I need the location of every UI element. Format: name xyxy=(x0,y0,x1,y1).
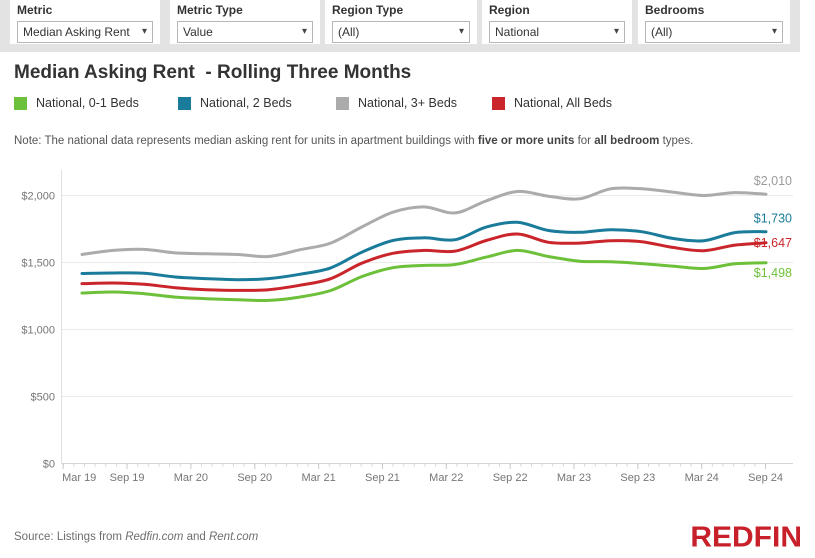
filter-region: Region National xyxy=(482,0,632,44)
legend-label: National, 0-1 Beds xyxy=(36,96,139,110)
filter-metric-select[interactable]: Median Asking Rent xyxy=(17,21,153,43)
filter-region-select[interactable]: National xyxy=(489,21,625,43)
source-note: Source: Listings from Redfin.com and Ren… xyxy=(14,531,259,543)
filter-bedrooms: Bedrooms (All) xyxy=(638,0,790,44)
filter-metric-value: Median Asking Rent xyxy=(23,25,130,39)
svg-text:Mar 21: Mar 21 xyxy=(301,472,335,484)
svg-text:Mar 24: Mar 24 xyxy=(685,472,719,484)
svg-text:$2,000: $2,000 xyxy=(21,191,55,203)
svg-text:Sep 19: Sep 19 xyxy=(110,472,145,484)
page-title: Median Asking Rent - Rolling Three Month… xyxy=(14,62,412,83)
legend-label: National, All Beds xyxy=(514,96,612,110)
redfin-logo: REDFIN xyxy=(690,521,802,554)
svg-text:Sep 21: Sep 21 xyxy=(365,472,400,484)
filter-metric: Metric Median Asking Rent xyxy=(10,0,160,44)
legend-item-3plus-beds[interactable]: National, 3+ Beds xyxy=(336,96,457,110)
filter-region-type: Region Type (All) xyxy=(325,0,477,44)
legend-item-0-1-beds[interactable]: National, 0-1 Beds xyxy=(14,96,139,110)
legend-swatch-blue xyxy=(178,96,191,110)
filter-region-type-label: Region Type xyxy=(332,3,404,17)
chevron-down-icon xyxy=(302,27,307,37)
series-line-national-0-1-beds xyxy=(80,248,768,303)
filter-region-value: National xyxy=(495,25,540,39)
footnote: Note: The national data represents media… xyxy=(14,135,694,147)
end-value-label: $1,498 xyxy=(754,266,792,280)
filter-bedrooms-value: (All) xyxy=(651,25,673,39)
svg-text:Mar 20: Mar 20 xyxy=(174,472,208,484)
chevron-down-icon xyxy=(614,27,619,37)
end-value-label: $2,010 xyxy=(754,174,792,188)
svg-text:Sep 20: Sep 20 xyxy=(237,472,272,484)
svg-text:$1,500: $1,500 xyxy=(21,258,55,270)
filter-region-type-value: (All) xyxy=(338,25,360,39)
svg-text:$500: $500 xyxy=(31,392,55,404)
legend-swatch-green xyxy=(14,96,27,110)
legend-swatch-gray xyxy=(336,96,349,110)
series-line-national-2-beds xyxy=(80,220,768,282)
svg-text:Sep 24: Sep 24 xyxy=(748,472,783,484)
end-value-label: $1,730 xyxy=(754,212,792,226)
end-value-label: $1,647 xyxy=(754,236,792,250)
filter-metric-type: Metric Type Value xyxy=(170,0,320,44)
series-line-national-3-beds xyxy=(80,186,768,259)
filter-region-type-select[interactable]: (All) xyxy=(332,21,470,43)
svg-text:Mar 19: Mar 19 xyxy=(62,472,96,484)
rent-trend-chart: $0 $500 $1,000 $1,500 $2,000 Mar 19 Sep 19 Mar … xyxy=(21,170,793,484)
svg-text:Mar 23: Mar 23 xyxy=(557,472,591,484)
filter-metric-type-label: Metric Type xyxy=(177,3,243,17)
chevron-down-icon xyxy=(459,27,464,37)
filter-metric-type-value: Value xyxy=(183,25,213,39)
chevron-down-icon xyxy=(772,27,777,37)
legend-item-all-beds[interactable]: National, All Beds xyxy=(492,96,612,110)
svg-text:Mar 22: Mar 22 xyxy=(429,472,463,484)
legend-label: National, 2 Beds xyxy=(200,96,292,110)
legend-swatch-red xyxy=(492,96,505,110)
filter-bedrooms-select[interactable]: (All) xyxy=(645,21,783,43)
series-line-national-all-beds xyxy=(80,232,768,292)
filter-metric-label: Metric xyxy=(17,3,53,17)
svg-text:Sep 23: Sep 23 xyxy=(620,472,655,484)
legend-label: National, 3+ Beds xyxy=(358,96,458,110)
svg-text:$1,000: $1,000 xyxy=(21,325,55,337)
legend-item-2-beds[interactable]: National, 2 Beds xyxy=(178,96,292,110)
svg-text:$0: $0 xyxy=(43,459,55,471)
svg-text:Sep 22: Sep 22 xyxy=(493,472,528,484)
filter-region-label: Region xyxy=(489,3,530,17)
filter-metric-type-select[interactable]: Value xyxy=(177,21,313,43)
chevron-down-icon xyxy=(142,27,147,37)
filter-bedrooms-label: Bedrooms xyxy=(645,3,705,17)
